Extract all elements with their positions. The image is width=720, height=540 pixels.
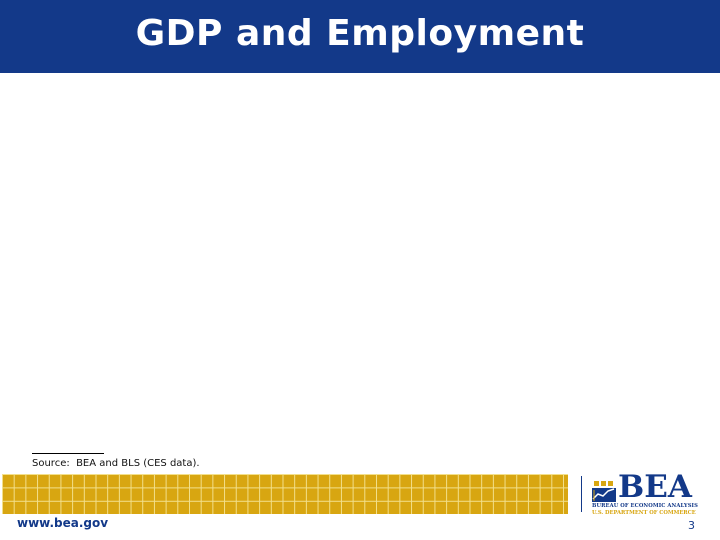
bea-logo: BEA BUREAU OF ECONOMIC ANALYSIS U.S. DEP… <box>592 469 698 516</box>
bea-emblem-icon <box>592 481 616 502</box>
title-bar: GDP and Employment <box>0 0 720 73</box>
website-link[interactable]: www.bea.gov <box>17 516 109 530</box>
slide-title: GDP and Employment <box>135 13 585 54</box>
page-number: 3 <box>688 519 695 532</box>
logo-department: U.S. DEPARTMENT OF COMMERCE <box>592 510 696 516</box>
logo-subtitle: BUREAU OF ECONOMIC ANALYSIS <box>592 503 698 509</box>
footnote-divider <box>32 453 104 454</box>
logo-divider <box>581 476 582 512</box>
decorative-grid-band <box>2 474 568 514</box>
source-note: Source: BEA and BLS (CES data). <box>32 458 200 469</box>
logo-wordmark: BEA <box>618 469 692 505</box>
